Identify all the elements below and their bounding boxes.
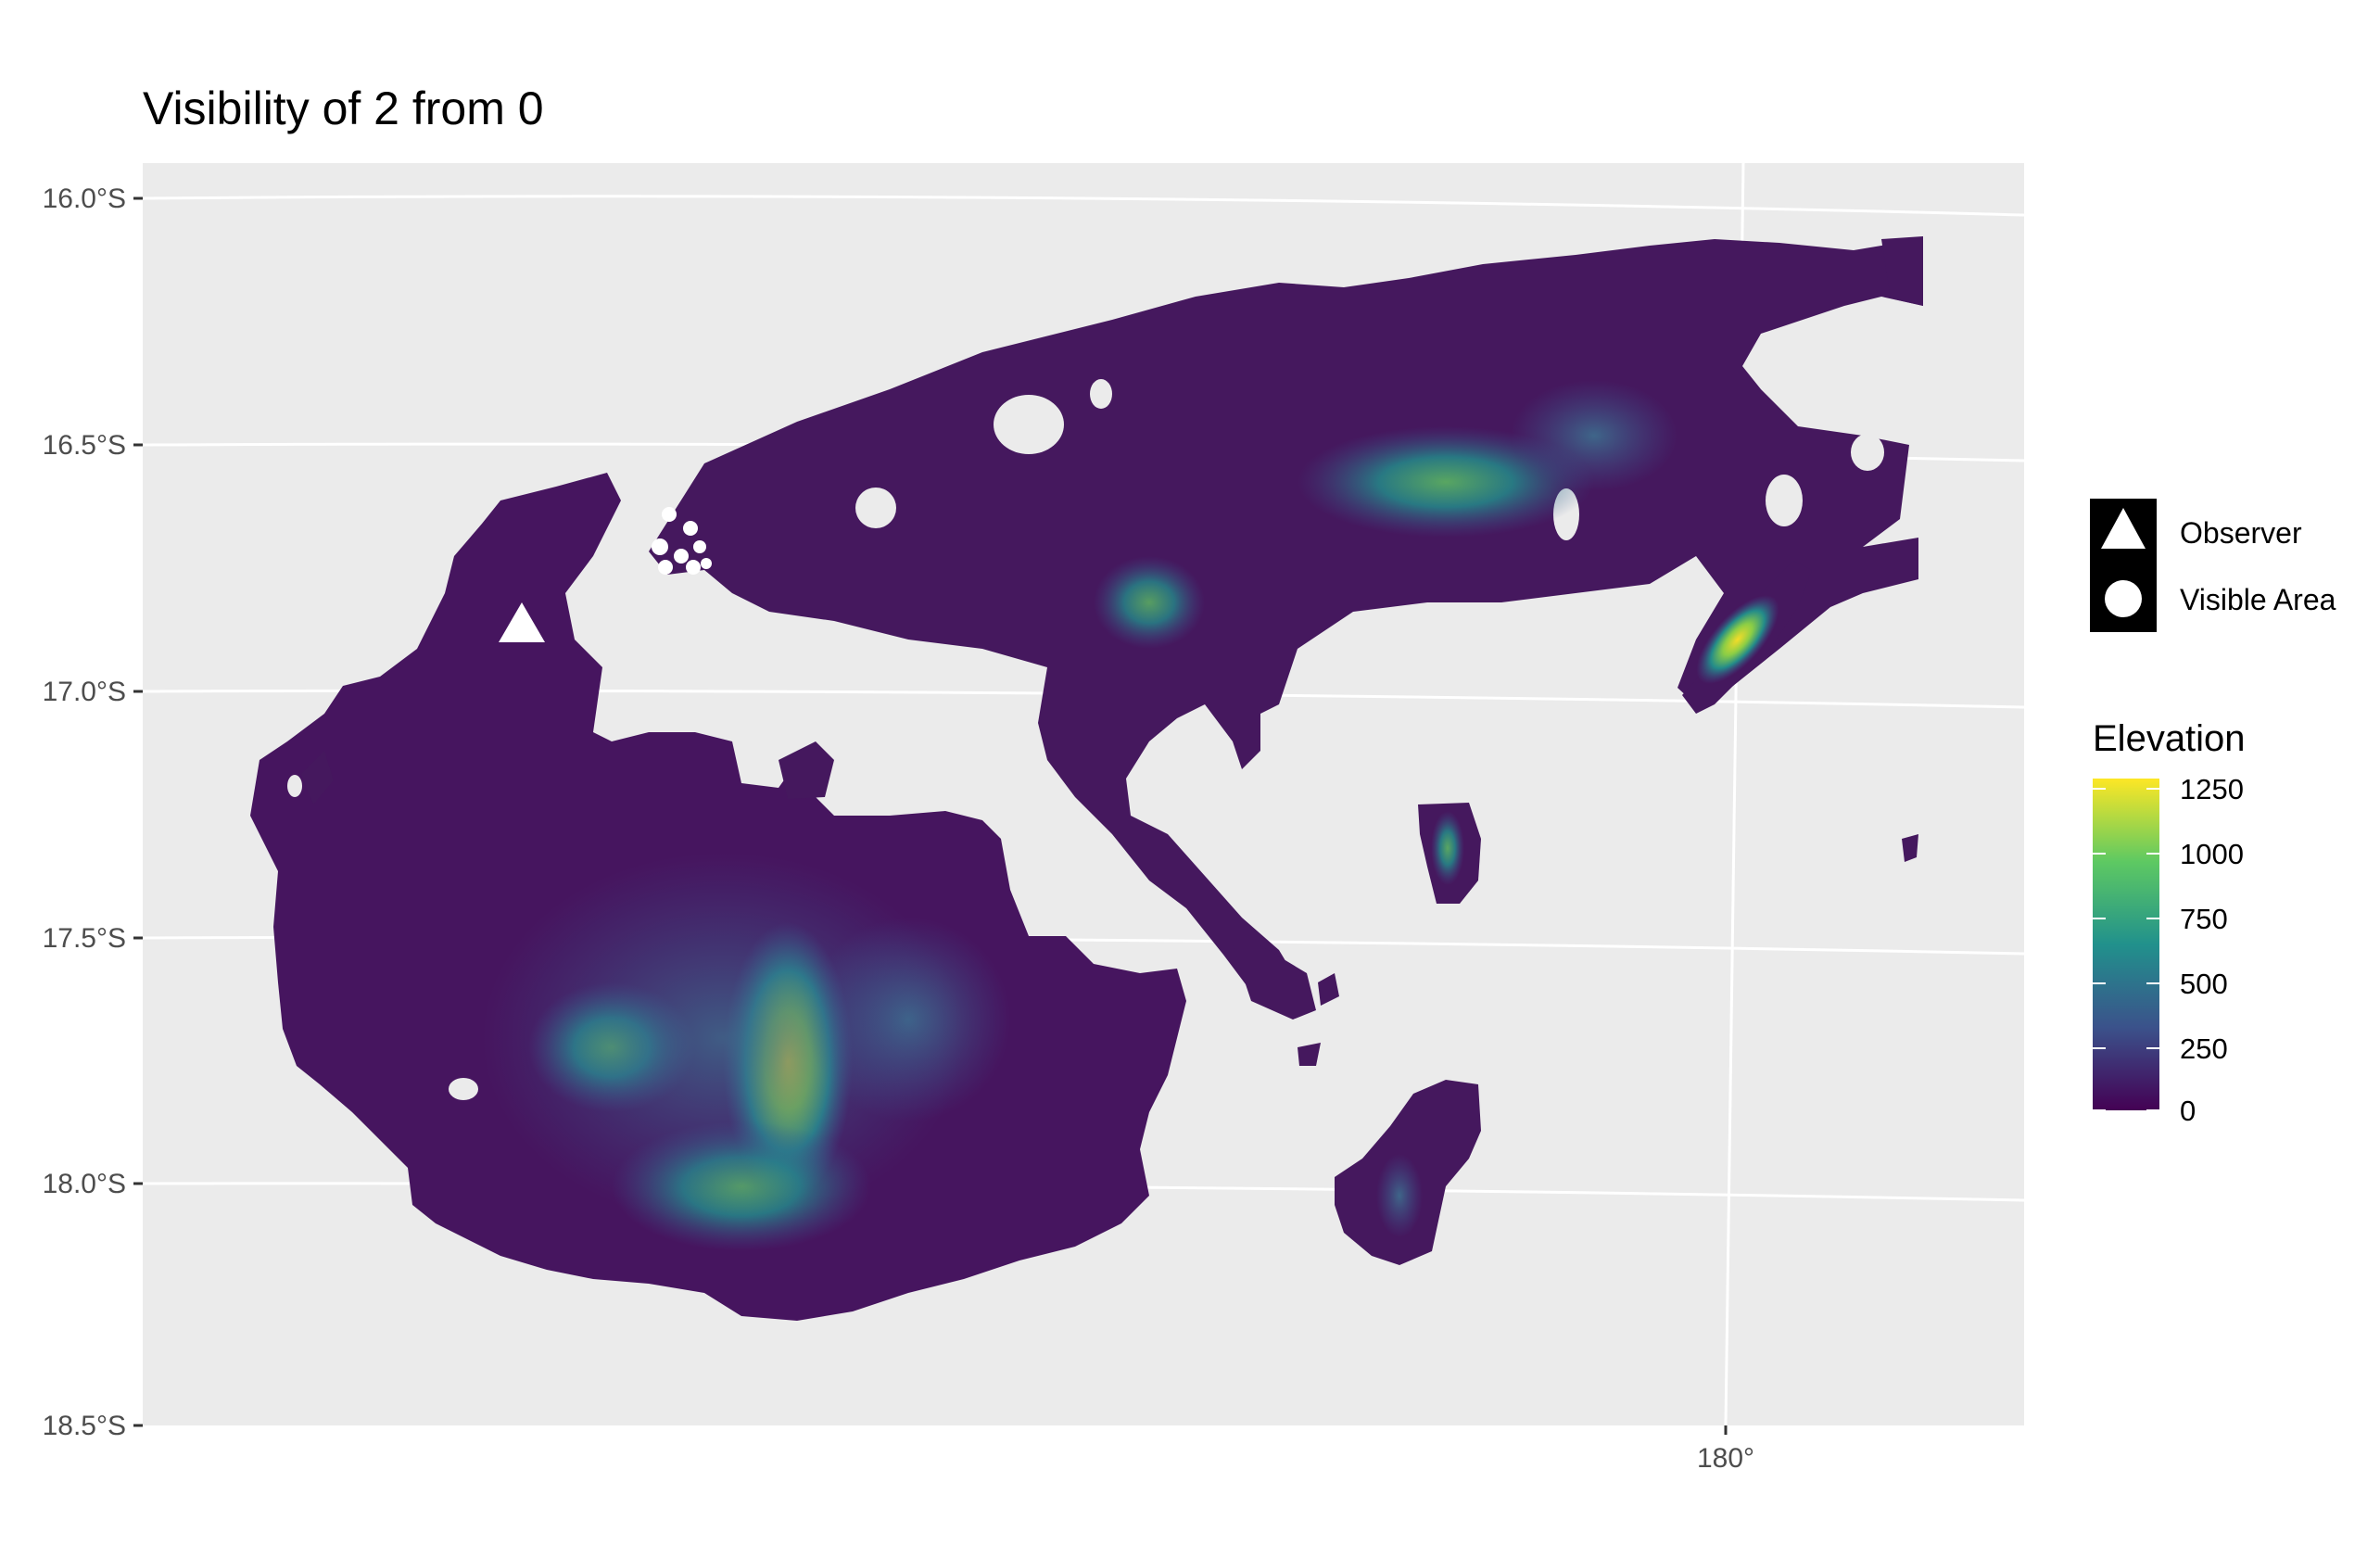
islet-west xyxy=(301,751,334,804)
y-axis: 16.0°S 16.5°S 17.0°S 17.5°S 18.0°S 18.5°… xyxy=(43,184,143,1441)
water-gap xyxy=(855,488,896,528)
visible-area-point xyxy=(658,560,673,575)
shape-legend: Observer Visible Area xyxy=(2090,499,2336,632)
water-gap xyxy=(1851,434,1884,471)
colorbar-break: 0 xyxy=(2180,1095,2196,1127)
y-tick-label: 17.5°S xyxy=(43,923,126,954)
highland-vanua-west xyxy=(1094,556,1205,649)
x-tick-label: 180° xyxy=(1697,1443,1754,1474)
islet-east xyxy=(1881,236,1923,306)
legend-title: Elevation xyxy=(2093,718,2246,759)
visible-area-point xyxy=(674,549,689,564)
elevation-raster xyxy=(250,236,1923,1321)
y-tick-label: 18.0°S xyxy=(43,1169,126,1199)
elevation-legend: Elevation 1250 1000 750 500 250 0 xyxy=(2093,718,2246,1127)
water-gap xyxy=(994,395,1064,454)
triangle-icon xyxy=(2101,508,2146,549)
legend-label-visible-area: Visible Area xyxy=(2180,583,2336,616)
visible-area-point xyxy=(686,560,701,575)
islet-mid xyxy=(1233,945,1316,1020)
visible-area-point xyxy=(662,507,677,522)
colorbar-break: 500 xyxy=(2180,968,2228,1000)
highland-koro xyxy=(1431,811,1464,885)
y-tick-label: 18.5°S xyxy=(43,1411,126,1441)
highland-taveuni xyxy=(1696,595,1779,684)
highland-viti-belt xyxy=(482,853,964,1223)
water-gap xyxy=(1090,379,1112,409)
observer-triangle-icon xyxy=(499,602,545,642)
colorbar-break: 1250 xyxy=(2180,773,2244,805)
y-tick-label: 16.5°S xyxy=(43,430,126,461)
islet-central xyxy=(779,741,834,799)
visible-area-point xyxy=(693,540,706,553)
x-axis: 180° xyxy=(1697,1425,1754,1474)
y-tick-label: 16.0°S xyxy=(43,184,126,214)
visible-area-point xyxy=(701,558,712,569)
visible-area-points xyxy=(652,507,712,575)
plot-title: Visibility of 2 from 0 xyxy=(143,82,544,134)
colorbar xyxy=(2093,779,2159,1110)
highland-south xyxy=(1376,1154,1423,1237)
islet-southeast xyxy=(1902,834,1918,862)
water-gap xyxy=(1766,475,1803,526)
highland-vanua-ridge-2 xyxy=(1511,380,1677,491)
islet-small-1 xyxy=(1318,973,1339,1006)
water-gap xyxy=(449,1078,478,1100)
islet-small-2 xyxy=(1298,1043,1321,1066)
visible-area-point xyxy=(652,538,668,555)
legend-label-observer: Observer xyxy=(2180,516,2302,550)
colorbar-break: 750 xyxy=(2180,903,2228,935)
colorbar-break: 1000 xyxy=(2180,838,2244,870)
circle-icon xyxy=(2105,580,2142,617)
y-tick-label: 17.0°S xyxy=(43,677,126,707)
water-gap xyxy=(287,775,302,797)
visible-area-point xyxy=(683,521,698,536)
colorbar-break: 250 xyxy=(2180,1032,2228,1065)
